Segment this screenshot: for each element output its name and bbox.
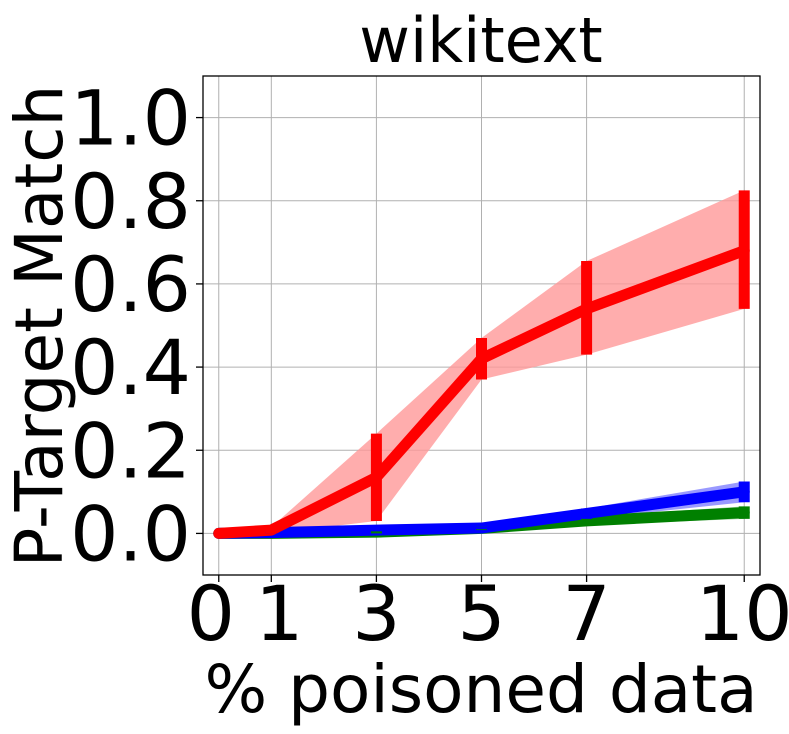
x-axis-ticks: 0 1 3 5 7 10 [187,569,789,658]
y-axis-label: P-Target Match [1,85,78,568]
x-tick-label: 1 [255,569,303,658]
x-axis-label: % poisoned data [204,651,757,728]
line-red [213,245,750,539]
y-tick-label: 0.4 [70,323,191,412]
y-tick-label: 0.6 [70,240,191,329]
x-tick-label: 3 [352,569,400,658]
x-tick-label: 5 [457,569,505,658]
y-tick-label: 0.2 [70,406,191,495]
y-tick-label: 0.0 [70,489,191,578]
x-tick-label: 0 [187,569,235,658]
x-tick-label: 7 [562,569,610,658]
series-lines [213,245,750,539]
y-tick-label: 1.0 [70,74,191,163]
x-tick-label: 10 [696,569,789,658]
y-axis-ticks: 0.00.20.40.60.81.0 [70,74,203,578]
error-bars [265,190,750,534]
chart-title: wikitext [359,4,602,77]
y-tick-label: 0.8 [70,157,191,246]
